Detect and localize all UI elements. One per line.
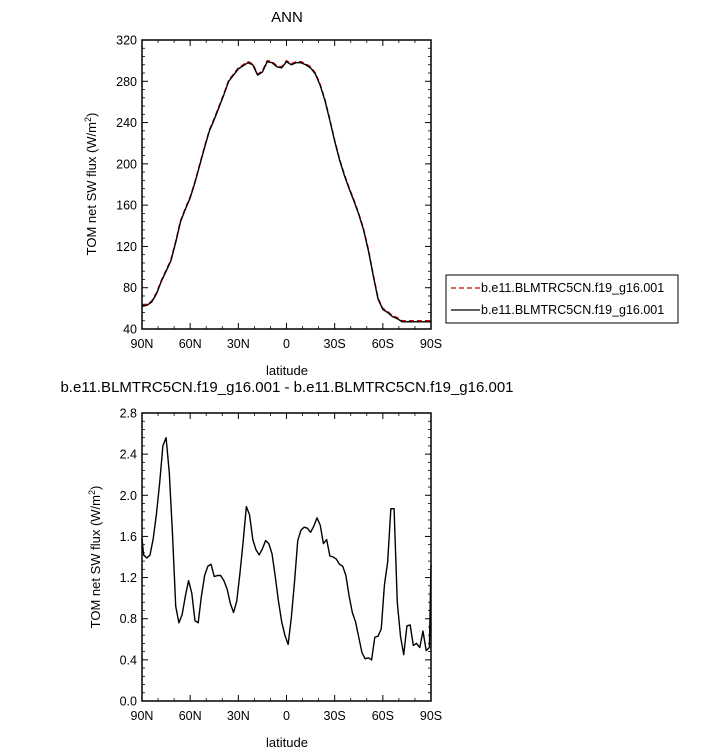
top-y-tick-label: 240 <box>116 116 137 130</box>
top-y-tick-label: 320 <box>116 34 137 48</box>
top-x-tick-labels: 90N 60N 30N 0 30S 60S 90S <box>131 337 443 351</box>
bottom-y-axis-label-sup: 2 <box>87 490 97 495</box>
top-y-tick-label: 160 <box>116 199 137 213</box>
bottom-plot-frame <box>141 412 432 702</box>
bottom-y-tick-label: 0.4 <box>120 653 137 667</box>
bottom-y-tick-label: 1.2 <box>120 571 137 585</box>
top-y-tick-label: 280 <box>116 75 137 89</box>
top-y-axis-label-end: ) <box>84 113 99 117</box>
top-y-tick-label: 40 <box>123 323 137 337</box>
bottom-panel: b.e11.BLMTRC5CN.f19_g16.001 - b.e11.BLMT… <box>60 379 513 750</box>
top-series-line-2 <box>141 60 431 323</box>
top-x-tick-label: 90S <box>420 337 442 351</box>
top-y-tick-label: 120 <box>116 240 137 254</box>
top-series-line-1 <box>141 59 431 322</box>
bottom-y-tick-label: 0.0 <box>120 695 137 709</box>
top-plot-frame <box>141 39 432 330</box>
bottom-x-tick-label: 90N <box>131 709 154 723</box>
top-plot-ticks <box>141 39 432 330</box>
top-x-axis-label: latitude <box>266 363 308 378</box>
bottom-y-tick-label: 2.4 <box>120 448 137 462</box>
bottom-x-tick-label: 90S <box>420 709 442 723</box>
legend-entry-2: b.e11.BLMTRC5CN.f19_g16.001 <box>481 303 664 317</box>
top-panel: ANN 40 80 120 160 200 240 280 320 90N 60N 30N 0 30S… <box>83 9 442 378</box>
top-x-tick-label: 60N <box>179 337 202 351</box>
bottom-x-tick-label: 30S <box>324 709 346 723</box>
bottom-y-tick-label: 2.8 <box>120 407 137 421</box>
bottom-x-tick-labels: 90N 60N 30N 0 30S 60S 90S <box>131 709 443 723</box>
bottom-y-tick-label: 1.6 <box>120 530 137 544</box>
top-y-axis-label-sup: 2 <box>83 117 93 122</box>
bottom-chart-title: b.e11.BLMTRC5CN.f19_g16.001 - b.e11.BLMT… <box>60 379 513 396</box>
top-x-tick-label: 90N <box>131 337 154 351</box>
bottom-y-tick-labels: 0.0 0.4 0.8 1.2 1.6 2.0 2.4 2.8 <box>120 407 137 709</box>
top-x-tick-label: 0 <box>283 337 290 351</box>
bottom-y-tick-label: 0.8 <box>120 612 137 626</box>
bottom-y-axis-label-end: ) <box>88 486 103 490</box>
top-y-tick-label: 80 <box>123 281 137 295</box>
top-y-axis-label-main: TOM net SW flux (W/m <box>84 122 99 255</box>
bottom-x-tick-label: 60S <box>372 709 394 723</box>
bottom-y-axis-label-main: TOM net SW flux (W/m <box>88 495 103 628</box>
top-plot-series <box>141 59 431 323</box>
bottom-x-axis-label: latitude <box>266 735 308 750</box>
top-y-tick-labels: 40 80 120 160 200 240 280 320 <box>116 34 137 337</box>
bottom-y-axis-label: TOM net SW flux (W/m2) <box>87 486 103 629</box>
bottom-x-tick-label: 30N <box>227 709 250 723</box>
top-x-tick-label: 60S <box>372 337 394 351</box>
top-y-axis-label: TOM net SW flux (W/m2) <box>83 113 99 256</box>
bottom-plot-series <box>141 436 432 661</box>
bottom-y-tick-label: 2.0 <box>120 489 137 503</box>
legend: b.e11.BLMTRC5CN.f19_g16.001 b.e11.BLMTRC… <box>445 274 679 324</box>
legend-entry-1: b.e11.BLMTRC5CN.f19_g16.001 <box>481 281 664 295</box>
legend-box <box>445 274 679 324</box>
top-x-tick-label: 30N <box>227 337 250 351</box>
bottom-series-line-1 <box>141 436 432 661</box>
top-y-tick-label: 200 <box>116 157 137 171</box>
top-chart-title: ANN <box>271 9 303 26</box>
bottom-x-tick-label: 60N <box>179 709 202 723</box>
top-x-tick-label: 30S <box>324 337 346 351</box>
bottom-x-tick-label: 0 <box>283 709 290 723</box>
